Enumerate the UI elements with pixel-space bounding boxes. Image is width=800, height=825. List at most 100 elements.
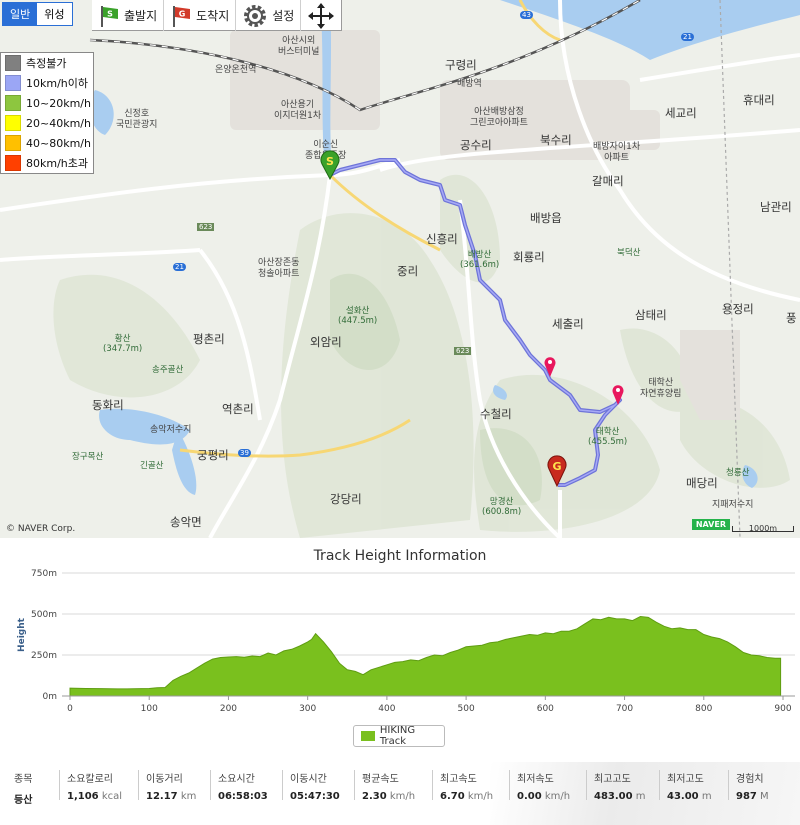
poi-label: 태학산 자연휴양림 xyxy=(640,378,682,399)
poi-label: 신정호 국민관광지 xyxy=(116,109,158,130)
stat-item: 최저속도 0.00 km/h xyxy=(517,770,570,802)
speed-legend-swatch xyxy=(5,95,21,111)
speed-legend-swatch xyxy=(5,75,21,91)
stat-value: 06:58:03 xyxy=(218,791,268,802)
stat-value-row: 06:58:03 xyxy=(218,791,268,802)
stat-item: 이동거리 12.17 km xyxy=(146,770,196,802)
place-label: 궁평리 xyxy=(197,448,229,462)
place-label: 동화리 xyxy=(92,398,124,412)
y-tick-label: 500m xyxy=(31,610,57,620)
peak-label: 태학산 (455.5m) xyxy=(588,427,628,447)
map-view[interactable]: 623 623 21 21 43 39 구령리 배방역 세교리 휴대리 공수리 … xyxy=(0,0,800,538)
stat-value: 2.30 xyxy=(362,791,387,802)
stat-value: 등산 xyxy=(14,795,33,806)
map-type-satellite[interactable]: 위성 xyxy=(44,8,65,21)
route-shield: 39 xyxy=(238,449,251,457)
stat-value: 1,106 xyxy=(67,791,99,802)
route-shield: 21 xyxy=(681,33,694,41)
stat-item: 최고속도 6.70 km/h xyxy=(440,770,493,802)
x-tick-label: 200 xyxy=(220,704,237,714)
stat-divider xyxy=(659,770,660,800)
stat-value-row: 43.00 m xyxy=(667,791,712,802)
map-credit: © NAVER Corp. xyxy=(6,524,76,534)
place-label: 구령리 xyxy=(445,58,477,72)
stat-value-row: 12.17 km xyxy=(146,791,196,802)
stat-label: 이동시간 xyxy=(290,774,327,785)
start-flag-icon: S xyxy=(101,5,118,27)
legend-label: HIKING Track xyxy=(379,725,416,747)
place-label: 신흥리 xyxy=(426,232,458,246)
speed-legend-row: 측정불가 xyxy=(1,53,93,73)
place-label: 남관리 xyxy=(760,200,792,214)
series-area-hiking-track xyxy=(69,615,782,697)
poi-label: 배방자이1차 아파트 xyxy=(593,142,641,163)
y-tick-label: 250m xyxy=(31,651,57,661)
stat-unit: km xyxy=(177,791,197,802)
place-label: 풍 xyxy=(786,311,797,325)
stat-unit: m xyxy=(698,791,712,802)
move-arrows-icon xyxy=(308,2,335,29)
stat-value-row: 0.00 km/h xyxy=(517,791,570,802)
y-tick-label: 750m xyxy=(31,569,57,579)
speed-legend-swatch xyxy=(5,155,21,171)
peak-label: 북덕산 xyxy=(617,248,641,258)
speed-legend-label: 10~20km/h xyxy=(26,96,91,110)
chart-legend[interactable]: HIKING Track xyxy=(353,725,445,747)
speed-legend-label: 20~40km/h xyxy=(26,116,91,130)
stat-label: 평균속도 xyxy=(362,774,399,785)
legend-swatch xyxy=(361,731,375,741)
end-point-label: 도착지 xyxy=(196,9,230,23)
x-tick-label: 400 xyxy=(378,704,395,714)
stat-value: 0.00 xyxy=(517,791,542,802)
place-label: 세출리 xyxy=(552,317,584,331)
place-label: 수철리 xyxy=(480,407,512,421)
stats-background xyxy=(490,762,800,825)
stat-divider xyxy=(138,770,139,800)
stat-item: 경험치 987 M xyxy=(736,770,769,802)
start-marker[interactable]: S xyxy=(319,150,341,180)
svg-text:G: G xyxy=(179,9,186,18)
peak-label: 장구목산 xyxy=(72,452,104,462)
stat-value-row: 6.70 km/h xyxy=(440,791,493,802)
speed-legend-row: 10~20km/h xyxy=(1,93,93,113)
elevation-chart: Track Height Information 0m 250m 500m 750m H… xyxy=(0,538,800,760)
place-label: 갈매리 xyxy=(592,174,624,188)
poi-label: 온양온천역 xyxy=(215,65,257,75)
end-flag-icon: G xyxy=(173,5,191,27)
settings-label: 설정 xyxy=(272,9,295,23)
stat-unit: m xyxy=(632,791,646,802)
map-canvas xyxy=(0,0,800,538)
end-point-button[interactable]: G 도착지 xyxy=(164,0,237,31)
x-tick-label: 100 xyxy=(141,704,158,714)
stat-value-row: 등산 xyxy=(14,791,32,806)
move-button[interactable] xyxy=(301,0,341,31)
settings-button[interactable]: 설정 xyxy=(236,0,302,31)
stat-unit: km/h xyxy=(464,791,494,802)
stats-bar: 종목 등산 소요칼로리 1,106 kcal 이동거리 12.17 km 소요시간 06:58… xyxy=(0,762,800,825)
stat-value-row: 1,106 kcal xyxy=(67,791,122,802)
stat-label: 최저고도 xyxy=(667,774,704,785)
place-label: 용정리 xyxy=(722,302,754,316)
waypoint-marker[interactable] xyxy=(611,384,625,406)
stat-divider xyxy=(210,770,211,800)
start-point-button[interactable]: S 출발지 xyxy=(92,0,165,31)
stat-divider xyxy=(354,770,355,800)
stat-unit: km/h xyxy=(541,791,571,802)
map-type-normal[interactable]: 일반 xyxy=(3,3,38,25)
stat-value-row: 2.30 km/h xyxy=(362,791,415,802)
speed-legend-row: 10km/h이하 xyxy=(1,73,93,93)
end-marker[interactable]: G xyxy=(546,455,568,487)
route-shield: 623 xyxy=(454,347,472,355)
x-tick-label: 600 xyxy=(537,704,554,714)
poi-label: 아산용기 이지더원1차 xyxy=(274,100,322,121)
place-label: 역촌리 xyxy=(222,402,254,416)
peak-label: 망경산 (600.8m) xyxy=(482,497,522,517)
waypoint-marker[interactable] xyxy=(543,356,557,378)
stat-label: 소요시간 xyxy=(218,774,255,785)
svg-text:S: S xyxy=(326,155,334,168)
stat-divider xyxy=(586,770,587,800)
poi-label: 아산배방삼정 그린코아아파트 xyxy=(470,107,528,128)
map-scale: 1000m xyxy=(732,525,794,533)
stat-value-row: 483.00 m xyxy=(594,791,646,802)
stat-label: 최고속도 xyxy=(440,774,477,785)
